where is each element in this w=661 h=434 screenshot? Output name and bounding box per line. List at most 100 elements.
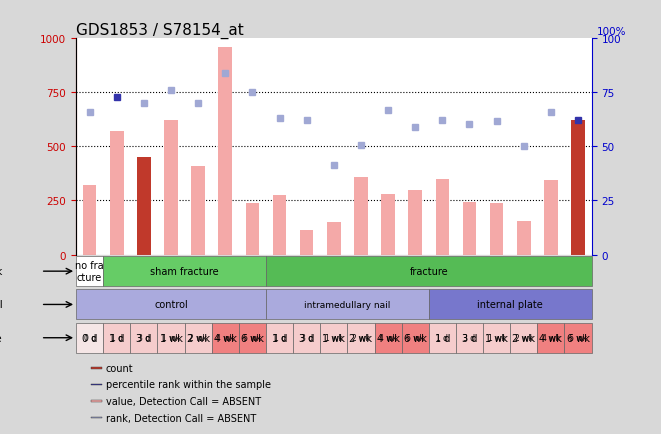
Text: shock: shock [0, 266, 3, 276]
Bar [91, 367, 102, 368]
Bar [429, 323, 456, 353]
Text: 6 wk: 6 wk [407, 333, 424, 342]
Text: protocol: protocol [0, 300, 3, 310]
Text: 3 d: 3 d [136, 333, 151, 343]
Text: intramedullary nail: intramedullary nail [304, 300, 391, 309]
Text: 1 d: 1 d [274, 333, 286, 342]
Bar [456, 323, 483, 353]
Text: 6 wk: 6 wk [404, 333, 426, 343]
Text: time: time [0, 333, 3, 343]
Bar [402, 323, 429, 353]
Bar [212, 323, 239, 353]
Bar [91, 384, 102, 385]
Text: 6 wk: 6 wk [566, 333, 590, 343]
Text: 2 wk: 2 wk [186, 333, 210, 343]
Bar [103, 323, 130, 353]
Bar [110, 132, 124, 255]
Bar [544, 181, 558, 255]
Bar [266, 290, 429, 320]
Bar [76, 323, 103, 353]
Bar [320, 323, 348, 353]
Bar [408, 190, 422, 255]
Text: sham fracture: sham fracture [150, 266, 219, 276]
Text: 3 d: 3 d [301, 333, 313, 342]
Text: 0 d: 0 d [82, 333, 97, 343]
Text: 1 d: 1 d [111, 333, 123, 342]
Bar [76, 290, 266, 320]
Bar [436, 179, 449, 255]
Text: 6 wk: 6 wk [243, 333, 261, 342]
Bar [354, 177, 368, 255]
Bar [517, 221, 531, 255]
Bar [266, 256, 592, 286]
Bar [273, 196, 286, 255]
Text: 4 wk: 4 wk [216, 333, 234, 342]
Bar [537, 323, 564, 353]
Text: 2 wk: 2 wk [350, 333, 372, 343]
Text: 3 d: 3 d [137, 333, 150, 342]
Bar [564, 323, 592, 353]
Text: 4 wk: 4 wk [377, 333, 399, 343]
Text: 1 wk: 1 wk [323, 333, 345, 343]
Bar [327, 223, 340, 255]
Bar [83, 186, 97, 255]
Text: 6 wk: 6 wk [569, 333, 587, 342]
Text: 3 d: 3 d [463, 333, 475, 342]
Bar [239, 323, 266, 353]
Bar [91, 417, 102, 418]
Bar [381, 194, 395, 255]
Bar [137, 158, 151, 255]
Bar [300, 230, 313, 255]
Text: 4 wk: 4 wk [214, 333, 237, 343]
Text: fracture: fracture [409, 266, 448, 276]
Bar [375, 323, 402, 353]
Text: 3 d: 3 d [299, 333, 315, 343]
Bar [91, 400, 102, 402]
Text: 1 wk: 1 wk [488, 333, 506, 342]
Text: internal plate: internal plate [477, 300, 543, 310]
Text: 4 wk: 4 wk [542, 333, 560, 342]
Text: 1 d: 1 d [109, 333, 124, 343]
Text: 0 d: 0 d [83, 333, 96, 342]
Bar [510, 323, 537, 353]
Text: 6 wk: 6 wk [241, 333, 264, 343]
Text: 2 wk: 2 wk [189, 333, 207, 342]
Text: control: control [154, 300, 188, 310]
Bar [429, 290, 592, 320]
Bar [191, 166, 205, 255]
Text: 1 d: 1 d [435, 333, 450, 343]
Text: percentile rank within the sample: percentile rank within the sample [106, 379, 270, 389]
Bar [463, 202, 477, 255]
Bar [184, 323, 212, 353]
Text: 1 d: 1 d [272, 333, 288, 343]
Text: 2 wk: 2 wk [515, 333, 533, 342]
Text: rank, Detection Call = ABSENT: rank, Detection Call = ABSENT [106, 413, 256, 423]
Bar [483, 323, 510, 353]
Text: count: count [106, 363, 134, 373]
Bar [490, 203, 504, 255]
Text: 4 wk: 4 wk [539, 333, 563, 343]
Text: GDS1853 / S78154_at: GDS1853 / S78154_at [76, 23, 244, 39]
Bar [293, 323, 320, 353]
Bar [164, 121, 178, 255]
Bar [103, 256, 266, 286]
Text: 1 wk: 1 wk [159, 333, 182, 343]
Bar [266, 323, 293, 353]
Bar [76, 256, 103, 286]
Text: 1 d: 1 d [436, 333, 448, 342]
Bar [157, 323, 184, 353]
Text: value, Detection Call = ABSENT: value, Detection Call = ABSENT [106, 396, 261, 406]
Bar [571, 121, 585, 255]
Text: 3 d: 3 d [462, 333, 477, 343]
Bar [246, 203, 259, 255]
Bar [130, 323, 157, 353]
Text: 2 wk: 2 wk [352, 333, 370, 342]
Text: 1 wk: 1 wk [485, 333, 508, 343]
Text: 4 wk: 4 wk [379, 333, 397, 342]
Text: 1 wk: 1 wk [325, 333, 343, 342]
Text: 1 wk: 1 wk [162, 333, 180, 342]
Text: 2 wk: 2 wk [512, 333, 535, 343]
Bar [348, 323, 375, 353]
Text: no fra
cture: no fra cture [75, 261, 104, 282]
Bar [219, 48, 232, 255]
